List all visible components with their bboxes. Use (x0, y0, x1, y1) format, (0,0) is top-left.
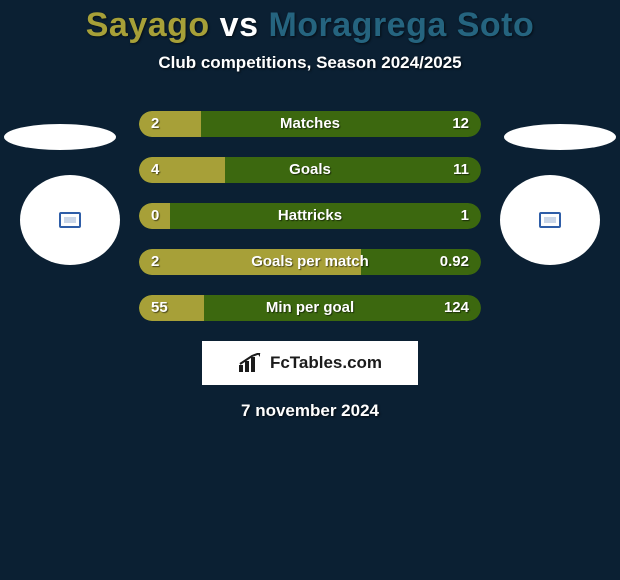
stat-right-value: 0.92 (440, 249, 469, 275)
crest-left-icon (59, 212, 81, 228)
stat-right-value: 12 (452, 111, 469, 137)
title-right-name: Moragrega Soto (268, 6, 534, 44)
subtitle: Club competitions, Season 2024/2025 (0, 53, 620, 73)
stat-row: 4Goals11 (139, 157, 481, 183)
stat-label: Min per goal (139, 295, 481, 321)
stat-row: 0Hattricks1 (139, 203, 481, 229)
stat-right-value: 124 (444, 295, 469, 321)
stat-label: Goals per match (139, 249, 481, 275)
bar-chart-icon (238, 353, 264, 373)
stat-row: 2Goals per match0.92 (139, 249, 481, 275)
club-crest-left (20, 175, 120, 265)
footer-brand-text: FcTables.com (270, 353, 382, 373)
footer-brand-badge: FcTables.com (202, 341, 418, 385)
content-root: Sayago vs Moragrega Soto Club competitio… (0, 0, 620, 580)
title-left-name: Sayago (86, 6, 210, 44)
stat-right-value: 1 (461, 203, 469, 229)
nationality-right-placeholder (504, 124, 616, 150)
nationality-left-placeholder (4, 124, 116, 150)
club-crest-right (500, 175, 600, 265)
stat-label: Matches (139, 111, 481, 137)
stat-row: 2Matches12 (139, 111, 481, 137)
stat-label: Goals (139, 157, 481, 183)
page-title: Sayago vs Moragrega Soto (0, 0, 620, 45)
crest-right-icon (539, 212, 561, 228)
footer-date: 7 november 2024 (0, 401, 620, 421)
stat-label: Hattricks (139, 203, 481, 229)
title-vs: vs (220, 6, 259, 44)
stat-row: 55Min per goal124 (139, 295, 481, 321)
stat-right-value: 11 (453, 157, 469, 183)
